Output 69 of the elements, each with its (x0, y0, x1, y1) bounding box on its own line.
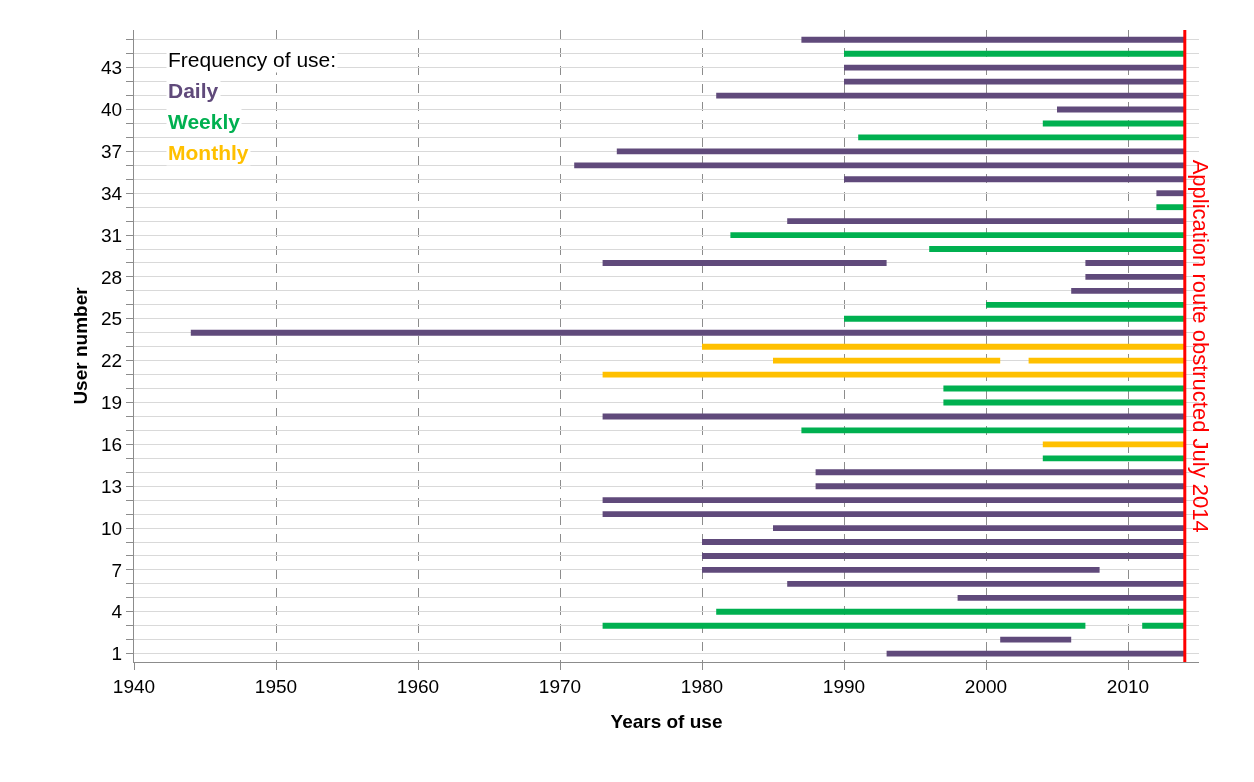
bar (702, 553, 1185, 559)
bar (844, 78, 1185, 85)
bar (1042, 441, 1185, 448)
y-tick-label: 16 (101, 434, 123, 456)
y-tick-label: 28 (101, 266, 123, 288)
bar (602, 497, 1185, 504)
bar (929, 246, 1185, 252)
y-tick-label: 4 (111, 601, 123, 623)
x-tick-label: 1970 (538, 675, 582, 697)
bar (602, 260, 887, 266)
bar (815, 469, 1185, 476)
bar (716, 92, 1185, 99)
bar (886, 650, 1185, 657)
bar (716, 608, 1185, 615)
y-tick-label: 19 (101, 392, 123, 414)
text: Weekly (168, 110, 241, 133)
x-axis-title: Years of use (610, 710, 723, 732)
y-tick-label: 10 (101, 517, 123, 539)
bar (190, 329, 1185, 336)
bar (1085, 274, 1185, 280)
bar (602, 371, 1185, 378)
bar (844, 64, 1185, 71)
bar (702, 539, 1185, 545)
bar (602, 511, 1185, 518)
x-tick-label: 1950 (254, 675, 298, 697)
bar (616, 148, 1185, 155)
y-tick-label: 43 (101, 57, 123, 79)
legend-title: Frequency of use: (168, 48, 337, 71)
ref-line-label: Application route obstructed July 2014 (1188, 159, 1214, 533)
text: Daily (168, 79, 219, 102)
bar (574, 162, 1185, 169)
bar (1071, 287, 1185, 294)
bar (702, 566, 1100, 573)
bar (1156, 190, 1185, 197)
y-tick-label: 40 (101, 99, 123, 121)
y-tick-label: 13 (101, 475, 123, 497)
bar (844, 50, 1185, 57)
bar (787, 218, 1185, 225)
bar (730, 232, 1185, 239)
y-tick-label: 34 (101, 182, 123, 204)
bar (602, 622, 1086, 629)
bar (702, 343, 1185, 350)
y-tick-label: 31 (101, 224, 123, 246)
bar (1042, 455, 1185, 462)
bar (815, 483, 1185, 490)
bar (986, 301, 1185, 308)
bar (844, 176, 1185, 183)
y-axis-title: User number (69, 286, 91, 405)
bar (1000, 636, 1072, 643)
y-tick-label: 22 (101, 350, 123, 372)
bar (787, 580, 1185, 587)
bar (844, 315, 1185, 322)
bar (773, 357, 1001, 364)
x-tick-label: 1960 (396, 675, 440, 697)
y-tick-label: 7 (111, 559, 123, 581)
x-tick-label: 1940 (112, 675, 156, 697)
x-tick-label: 1990 (822, 675, 866, 697)
x-tick-label: 1980 (680, 675, 724, 697)
x-tick-label: 2000 (964, 675, 1008, 697)
y-tick-label: 37 (101, 141, 123, 163)
x-tick-label: 2010 (1106, 675, 1150, 697)
bar (773, 525, 1185, 531)
bar (801, 427, 1185, 434)
y-tick-label: 1 (111, 643, 123, 665)
y-tick-label: 25 (101, 308, 123, 330)
bar (957, 594, 1185, 601)
bar (1156, 204, 1185, 211)
bar (801, 36, 1185, 43)
text: Monthly (168, 141, 249, 164)
